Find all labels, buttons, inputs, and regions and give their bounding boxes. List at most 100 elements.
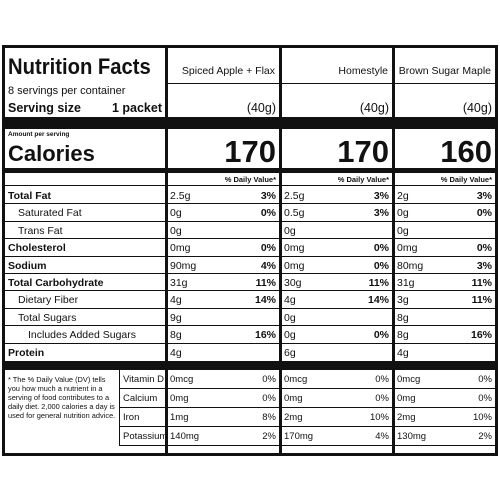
- nutrient-amount: 0mg: [170, 242, 191, 255]
- nutrient-amount: 0g: [397, 224, 409, 237]
- medium-bar: [5, 168, 165, 173]
- rule: [282, 83, 392, 84]
- rule: [119, 370, 120, 446]
- nutrient-dv: 3%: [373, 190, 389, 202]
- dv-header: % Daily Value*: [440, 175, 492, 184]
- rule: [282, 220, 392, 222]
- rule: [168, 273, 279, 274]
- rule: [5, 273, 165, 274]
- nutrient-amount: 0g: [284, 329, 296, 342]
- calories-value: 170: [337, 134, 389, 169]
- vitamin-dv: 0%: [478, 374, 492, 385]
- rule: [395, 238, 495, 240]
- nutrient-amount: 80mg: [397, 259, 424, 272]
- nutrient-dv: 3%: [476, 259, 492, 272]
- rule: [282, 290, 392, 292]
- rule: [120, 388, 165, 389]
- nutrient-dv: 11%: [471, 294, 492, 307]
- rule: [5, 255, 165, 257]
- nutrient-dv: 11%: [471, 277, 492, 289]
- rule: [282, 407, 392, 408]
- nutrient-amount: 31g: [170, 277, 188, 289]
- rule: [395, 445, 495, 446]
- vitamin-amount: 170mg: [284, 431, 314, 442]
- nutrient-label: Saturated Fat: [18, 207, 82, 220]
- vitamin-dv: 0%: [375, 374, 389, 385]
- rule: [5, 307, 165, 309]
- serving-size-value: 1 packet: [111, 101, 162, 115]
- nutrient-dv: 0%: [373, 259, 389, 272]
- nutrient-amount: 4g: [397, 346, 409, 359]
- vitamin-amount: 140mg: [170, 431, 200, 442]
- rule: [168, 325, 279, 327]
- nutrient-dv: 16%: [470, 329, 492, 342]
- rule: [282, 426, 392, 427]
- nutrient-dv: 0%: [476, 242, 492, 255]
- nutrient-amount: 8g: [397, 311, 409, 324]
- servings: 8 servings per container: [8, 85, 126, 97]
- product-panel: [168, 48, 279, 453]
- vitamin-label: Potassium: [123, 431, 168, 442]
- vitamin-dv: 0%: [262, 393, 276, 404]
- rule: [168, 307, 279, 309]
- nutrient-amount: 9g: [170, 311, 182, 324]
- medium-bar: [168, 168, 279, 173]
- nutrient-amount: 4g: [170, 346, 182, 359]
- rule: [282, 273, 392, 274]
- product-panel: [282, 48, 392, 453]
- vitamin-label: Iron: [123, 412, 140, 423]
- thick-bar: [395, 117, 495, 129]
- vitamin-dv: 8%: [262, 412, 276, 423]
- nutrient-amount: 30g: [284, 277, 302, 289]
- rule: [395, 307, 495, 309]
- vitamin-dv: 0%: [262, 374, 276, 385]
- product-name: Brown Sugar Maple: [398, 65, 491, 77]
- rule: [168, 238, 279, 240]
- vitamin-amount: 0mcg: [170, 374, 194, 385]
- nutrient-amount: 0g: [170, 207, 182, 220]
- rule: [395, 273, 495, 274]
- rule: [168, 388, 279, 389]
- nutrient-label: Trans Fat: [18, 224, 63, 237]
- nutrient-label: Protein: [8, 346, 45, 359]
- nutrient-dv: 16%: [254, 329, 276, 342]
- footnote: * The % Daily Value (DV) tells you how m…: [8, 375, 116, 420]
- nutrient-dv: 0%: [476, 207, 492, 220]
- nutrient-label: Total Fat: [8, 190, 51, 202]
- nutrient-label: Sodium: [8, 259, 47, 272]
- nutrient-amount: 0mg: [284, 259, 305, 272]
- nutrient-dv: 3%: [260, 190, 276, 202]
- product-panel: [395, 48, 495, 453]
- rule: [168, 290, 279, 292]
- serving-weight: (40g): [246, 101, 276, 115]
- nutrient-amount: 90mg: [170, 259, 197, 272]
- thick-bar: [5, 117, 165, 129]
- vitamin-label: Calcium: [123, 393, 158, 404]
- rule: [395, 325, 495, 327]
- nutrient-amount: 0mg: [397, 242, 418, 255]
- medium-bar: [395, 168, 495, 173]
- serving-weight: (40g): [359, 101, 389, 115]
- rule: [282, 445, 392, 446]
- vitamin-amount: 1mg: [170, 412, 189, 423]
- nutrient-dv: 11%: [255, 277, 276, 289]
- vitamin-dv: 2%: [478, 431, 492, 442]
- rule: [168, 203, 279, 205]
- rule: [5, 203, 165, 205]
- rule: [282, 388, 392, 389]
- calories-value: 160: [440, 134, 492, 169]
- nutrient-amount: 0mg: [284, 242, 305, 255]
- rule: [5, 325, 165, 327]
- serving-weight: (40g): [462, 101, 492, 115]
- vitamin-amount: 2mg: [397, 412, 416, 423]
- rule: [395, 342, 495, 344]
- nutrient-amount: 0.5g: [284, 207, 305, 220]
- vitamin-amount: 130mg: [397, 431, 427, 442]
- rule: [120, 426, 165, 427]
- rule: [168, 255, 279, 257]
- vitamin-dv: 0%: [478, 393, 492, 404]
- nutrient-dv: 3%: [373, 207, 389, 220]
- rule: [395, 220, 495, 222]
- rule: [168, 426, 279, 427]
- nutrient-dv: 0%: [260, 207, 276, 220]
